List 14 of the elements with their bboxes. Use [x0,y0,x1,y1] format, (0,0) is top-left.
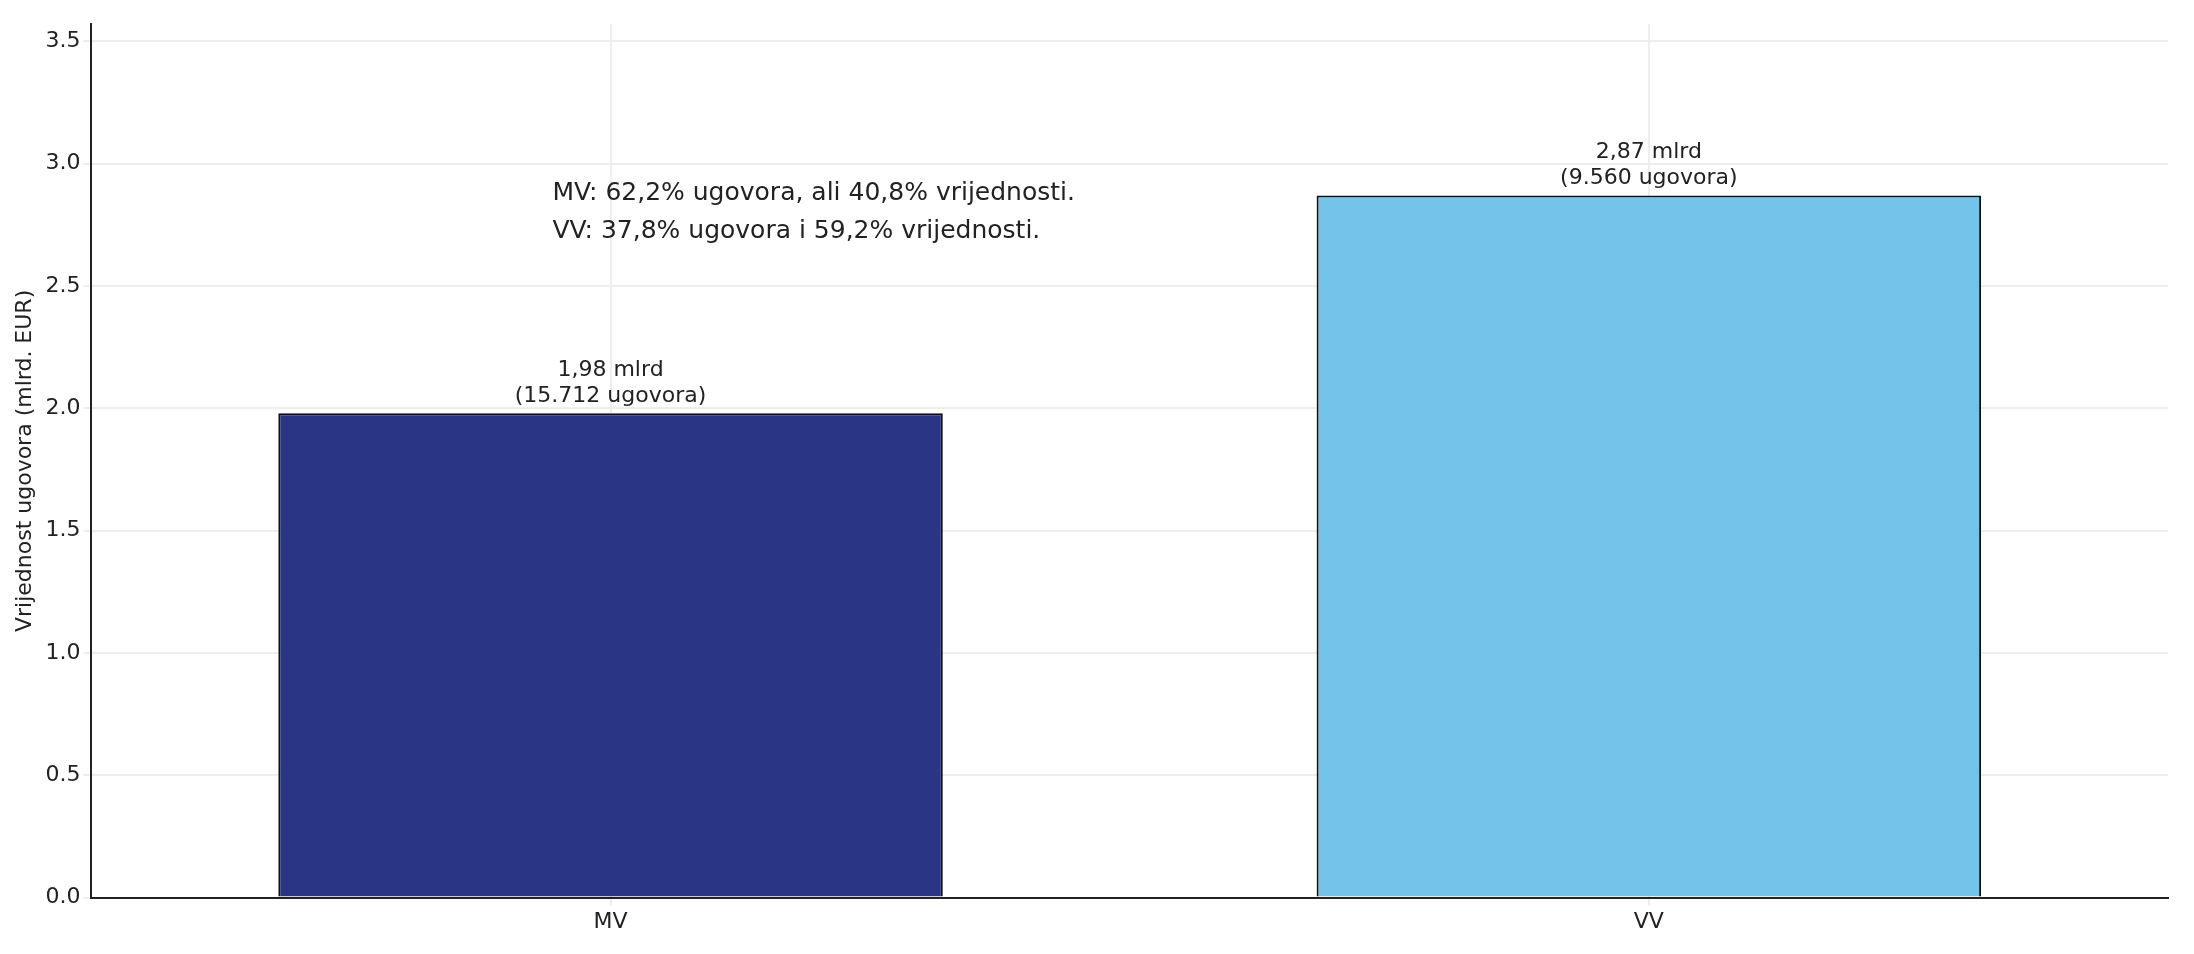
x-tick-label: MV [593,907,628,933]
y-tick-label: 0.5 [45,760,81,786]
y-tick-label: 3.5 [45,27,81,53]
y-tick-label: 2.5 [45,271,81,297]
y-axis-title: Vrijednost ugovora (mlrd. EUR) [10,289,36,633]
y-tick-label: 1.5 [45,516,81,542]
data-label: 2,87 mlrd (9.560 ugovora) [1560,138,1738,190]
x-tick-label: VV [1633,907,1664,933]
y-tick-label: 3.0 [45,149,81,175]
y-tick-label: 0.0 [45,883,81,909]
y-tick-label: 2.0 [45,394,81,420]
data-label: 1,98 mlrd (15.712 ugovora) [514,355,707,407]
y-tick-label: 1.0 [45,638,81,664]
annotation: MV: 62,2% ugovora, ali 40,8% vrijednosti. VV: 37,8% ugovora i 59,2% vrijednosti. [552,177,1075,245]
